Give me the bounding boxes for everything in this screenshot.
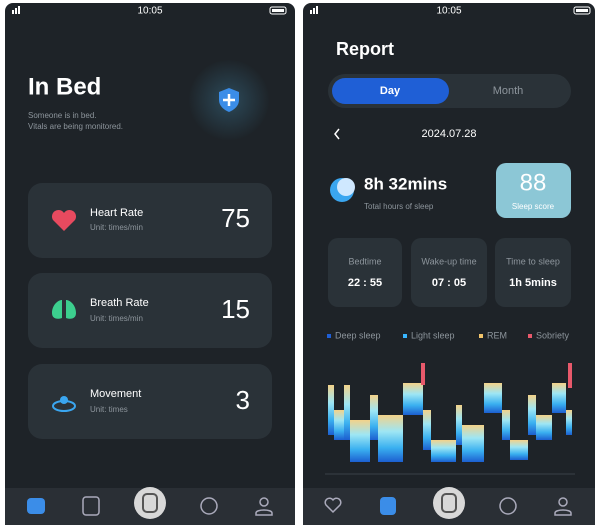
nav-report[interactable] <box>82 496 100 516</box>
nav-profile[interactable] <box>558 497 568 507</box>
card-label: Wake-up time <box>421 256 476 266</box>
sleep-total: 8h 32mins <box>364 174 447 193</box>
right-screen: 10:05 Report Day Month 2024.07.28 8h 32m… <box>303 3 595 525</box>
metric-value: 15 <box>221 294 250 324</box>
card-label: Time to sleep <box>506 256 560 266</box>
subtitle: Vitals are being monitored. <box>28 122 123 131</box>
bottom-nav <box>303 487 595 525</box>
info-card <box>328 238 402 307</box>
nav-vitals[interactable] <box>27 498 45 514</box>
left-screen: 10:05 In Bed Someone is in bed. Vitals a… <box>5 3 295 525</box>
metric-label: Heart Rate <box>90 207 143 219</box>
nav-device[interactable] <box>134 487 166 519</box>
legend-swatch <box>403 334 407 338</box>
nav-profile[interactable] <box>259 497 269 507</box>
status-icons <box>12 6 287 15</box>
legend-label: Sobriety <box>536 330 570 340</box>
status-icons <box>310 6 591 15</box>
nav-report[interactable] <box>380 497 396 515</box>
metric-unit: Unit: times/min <box>90 223 143 232</box>
nav-scan[interactable] <box>499 497 517 515</box>
movement-icon <box>60 396 68 404</box>
score-label: Sleep score <box>512 202 555 211</box>
status-time: 10:05 <box>436 6 461 17</box>
subtitle: Someone is in bed. <box>28 111 97 120</box>
lungs-icon <box>52 300 76 319</box>
date: 2024.07.28 <box>421 128 476 140</box>
metric-value: 3 <box>236 385 250 415</box>
status-time: 10:05 <box>137 6 162 17</box>
metric-unit: Unit: times/min <box>90 314 143 323</box>
legend-label: Deep sleep <box>335 330 381 340</box>
metric-value: 75 <box>221 203 250 233</box>
card-value: 22 : 55 <box>348 277 382 289</box>
nav-vitals[interactable] <box>324 497 342 514</box>
sleep-total-label: Total hours of sleep <box>364 202 434 211</box>
card-value: 1h 5mins <box>509 277 557 289</box>
metric-label: Breath Rate <box>90 297 149 309</box>
card-value: 07 : 05 <box>432 277 466 289</box>
metric-unit: Unit: times <box>90 405 128 414</box>
hypnogram <box>328 363 572 462</box>
info-card <box>411 238 487 307</box>
tab[interactable]: Month <box>493 85 524 97</box>
metric-card[interactable]: Breath Rate Unit: times/min 15 <box>28 273 272 348</box>
shield-plus <box>223 94 235 106</box>
legend-swatch <box>528 334 532 338</box>
legend-swatch <box>479 334 483 338</box>
metric-card[interactable]: Heart Rate Unit: times/min 75 <box>28 183 272 258</box>
nav-scan[interactable] <box>200 497 218 515</box>
metric-label: Movement <box>90 388 141 400</box>
legend-label: Light sleep <box>411 330 455 340</box>
score: 88 <box>520 169 547 196</box>
legend-label: REM <box>487 330 507 340</box>
tab[interactable]: Day <box>380 85 401 97</box>
tab-active[interactable] <box>332 78 449 104</box>
metric-card[interactable]: Movement Unit: times 3 <box>28 364 272 439</box>
page-title: Report <box>336 39 394 59</box>
prev-date[interactable] <box>334 128 340 140</box>
legend-swatch <box>327 334 331 338</box>
card-label: Bedtime <box>348 256 381 266</box>
score-box <box>496 163 571 218</box>
info-card <box>495 238 571 307</box>
heart-icon <box>51 209 77 231</box>
page-title: In Bed <box>28 73 101 100</box>
nav-device[interactable] <box>433 487 465 519</box>
bottom-nav <box>5 487 295 525</box>
